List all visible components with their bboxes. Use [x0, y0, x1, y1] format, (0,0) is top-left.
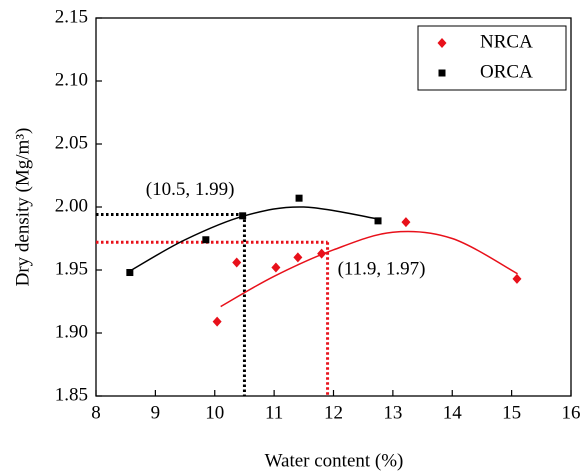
legend-box: [417, 25, 567, 91]
legend-marker: [438, 69, 446, 77]
point: [293, 252, 303, 263]
point: [317, 248, 327, 259]
point: [271, 262, 281, 273]
point: [239, 212, 247, 220]
annotation: (11.9, 1.97): [338, 259, 426, 280]
x-tick-label: 16: [562, 402, 580, 423]
legend-label: ORCA: [480, 61, 533, 82]
point: [232, 257, 242, 268]
x-tick-label: 9: [151, 402, 161, 423]
x-tick-label: 14: [443, 402, 463, 423]
legend-label: NRCA: [480, 31, 533, 52]
y-tick-label: 2.05: [55, 132, 88, 153]
y-tick-label: 2.00: [55, 195, 88, 216]
legend-marker: [437, 38, 447, 48]
x-tick-label: 8: [91, 402, 101, 423]
y-tick-label: 1.85: [55, 384, 88, 405]
x-axis-label: Water content (%): [265, 450, 404, 471]
point: [401, 217, 411, 228]
x-tick-label: 12: [324, 402, 343, 423]
y-axis-label: Dry density (Mg/m³): [12, 128, 33, 287]
y-tick-label: 1.90: [55, 321, 88, 342]
point: [126, 269, 134, 277]
fit-curve: [220, 230, 518, 308]
x-tick-label: 11: [265, 402, 283, 423]
point: [512, 273, 522, 284]
point: [295, 194, 303, 202]
annotation: (10.5, 1.99): [146, 179, 235, 200]
y-tick-label: 1.95: [55, 258, 88, 279]
x-tick-label: 15: [502, 402, 521, 423]
point: [202, 236, 210, 244]
point: [212, 316, 222, 327]
y-tick-label: 2.15: [55, 6, 88, 27]
y-tick-label: 2.10: [55, 69, 88, 90]
x-tick-label: 10: [205, 402, 224, 423]
point: [374, 217, 382, 225]
x-tick-label: 13: [383, 402, 402, 423]
